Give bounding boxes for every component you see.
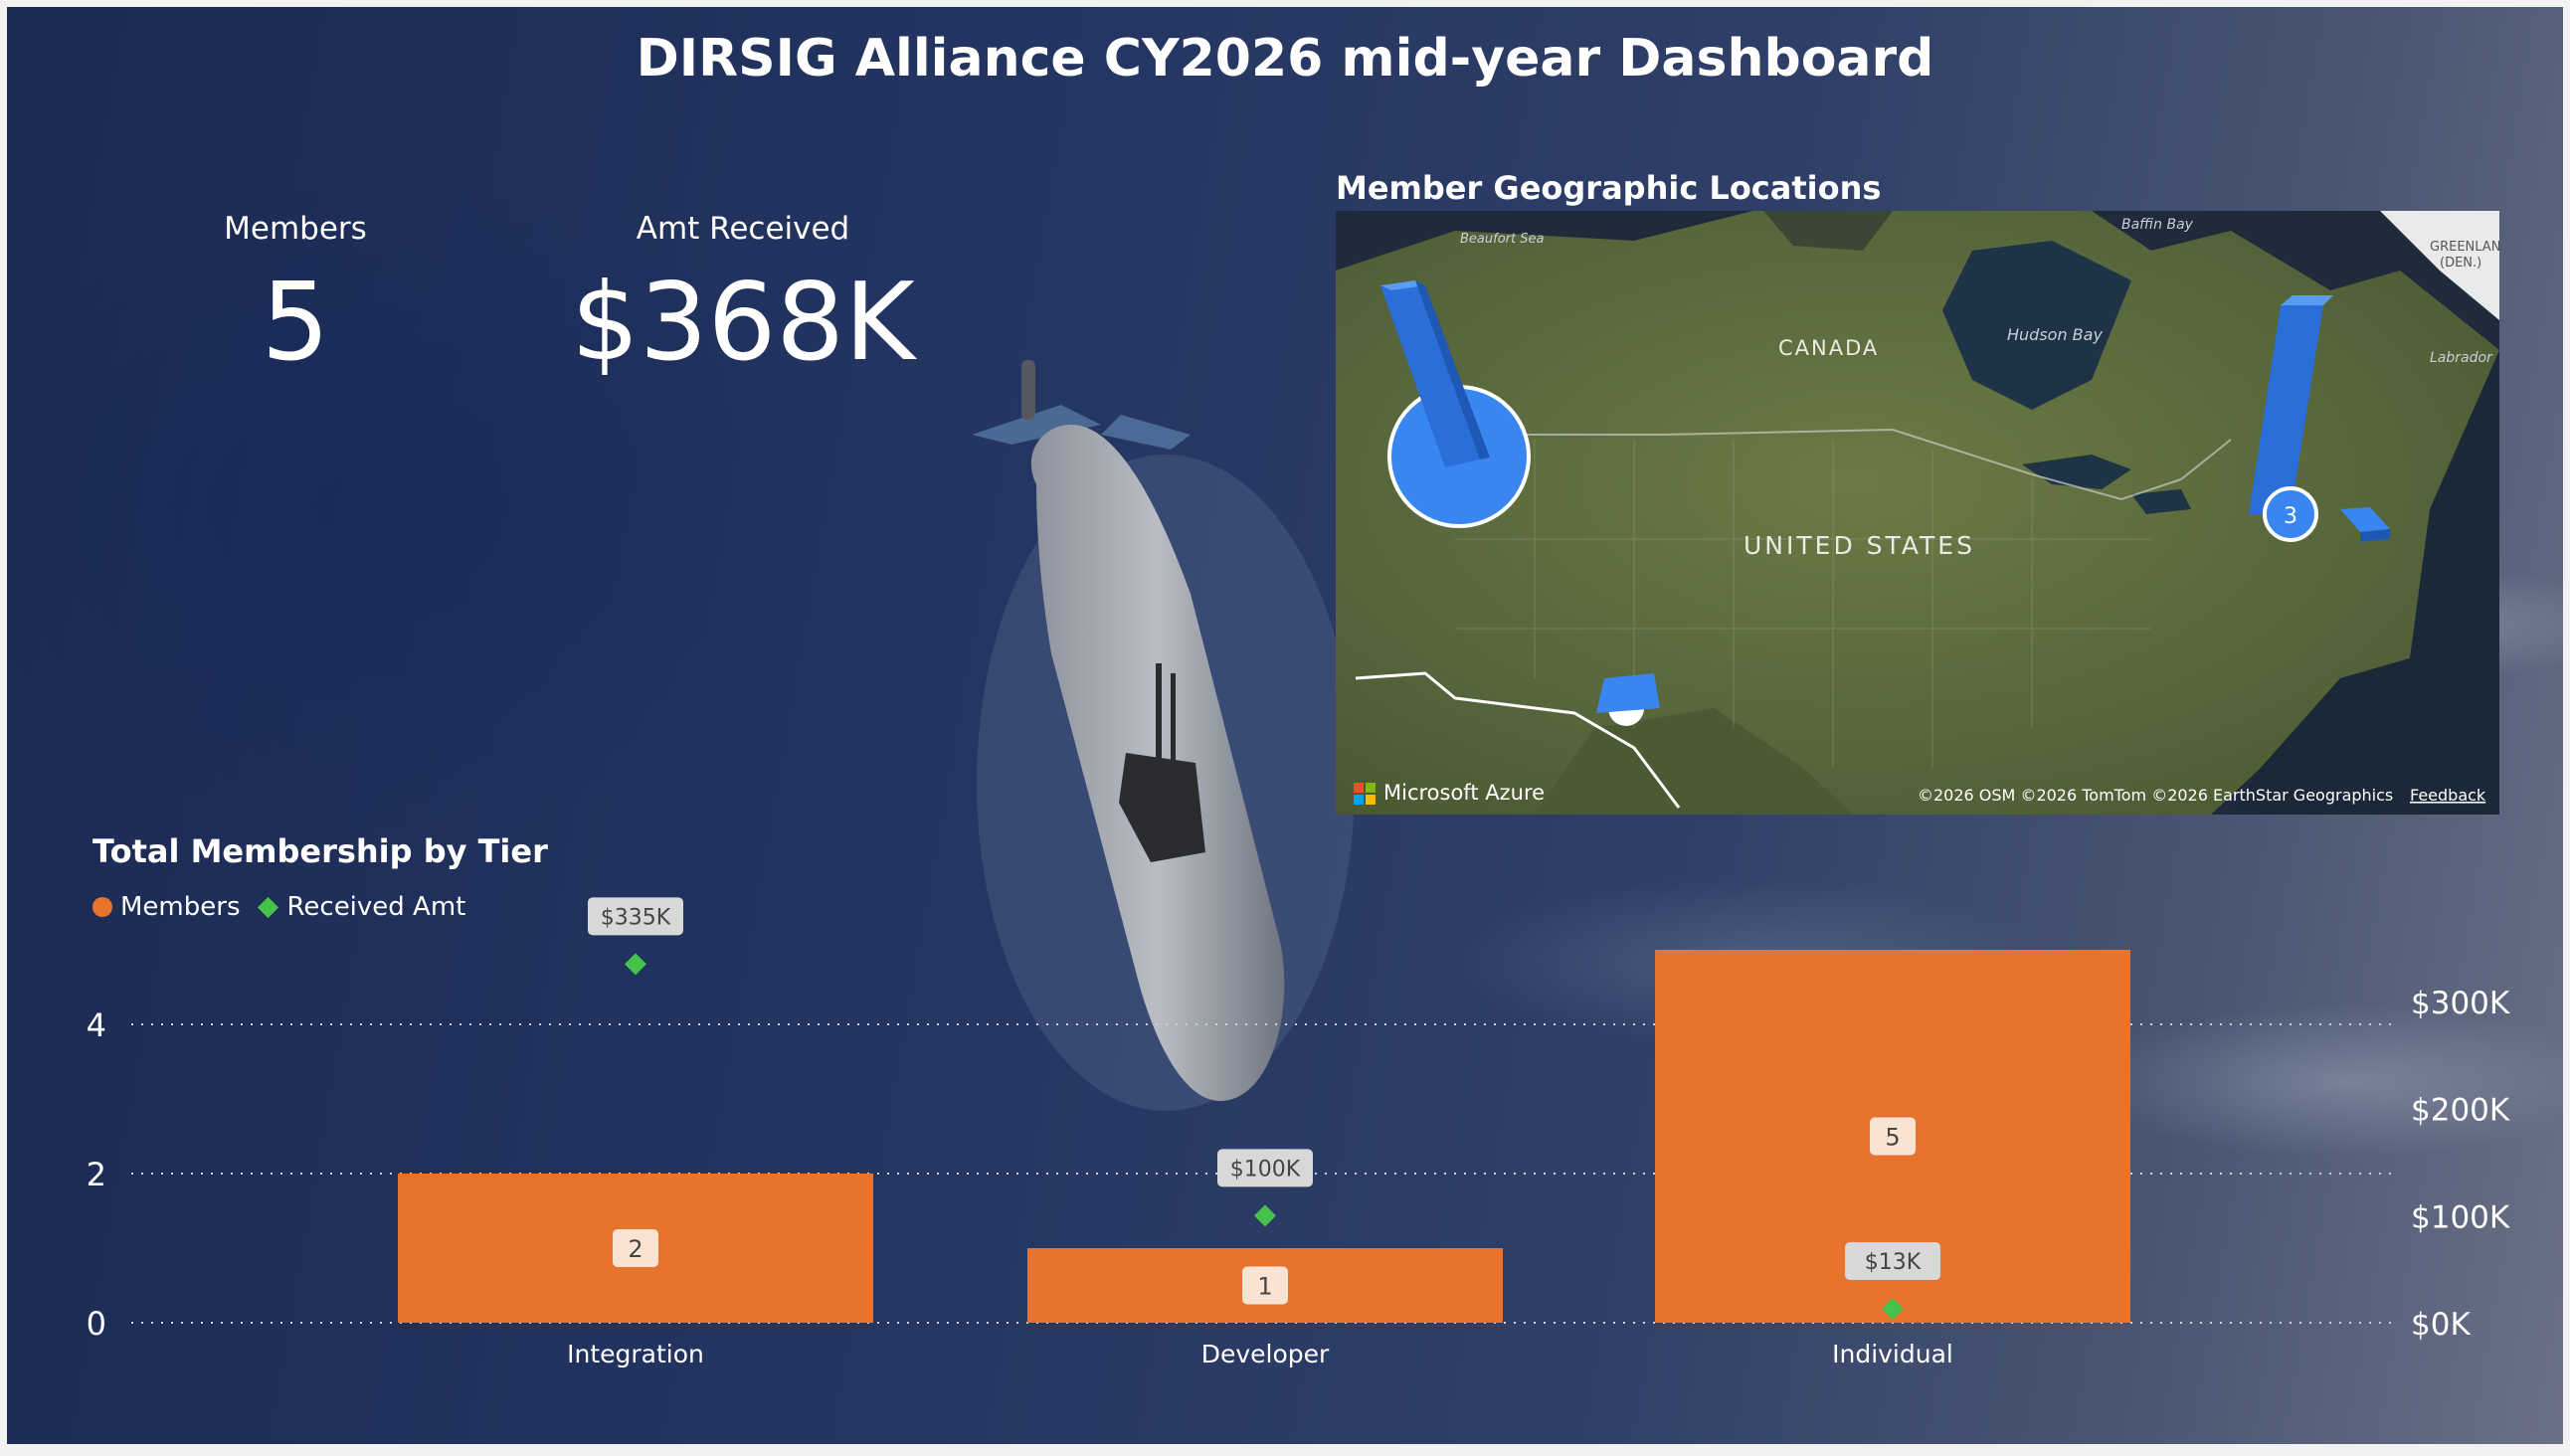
category-tick: Developer <box>1201 1340 1330 1368</box>
members-data-label: 1 <box>1257 1273 1272 1301</box>
received-amt-point[interactable] <box>1882 1298 1904 1321</box>
map-feedback-link[interactable]: Feedback <box>2410 786 2486 805</box>
map-label-greenland-den: (DEN.) <box>2440 256 2481 271</box>
category-tick: Individual <box>1832 1340 1953 1368</box>
right-axis-tick: $0K <box>2411 1307 2471 1343</box>
members-kpi-label: Members <box>224 211 367 247</box>
map-canvas[interactable]: Beaufort Sea Baffin Bay GREENLAN (DEN.) … <box>1336 211 2499 815</box>
map-brand: Microsoft Azure <box>1383 781 1545 805</box>
map-label-canada: CANADA <box>1778 336 1879 360</box>
received-data-label: $100K <box>1230 1157 1301 1182</box>
members-data-label: 5 <box>1885 1124 1900 1152</box>
members-data-label: 2 <box>628 1235 642 1263</box>
dashboard-canvas: DIRSIG Alliance CY2026 mid-year Dashboar… <box>7 7 2563 1444</box>
map-label-us: UNITED STATES <box>1744 531 1975 560</box>
received-label-bg <box>588 897 683 936</box>
microsoft-logo-icon <box>1354 783 1376 805</box>
legend-received-label: Received Amt <box>286 892 466 922</box>
chart-axes: 0 2 4 $0K $100K $200K $300K Integration Develope… <box>87 986 2510 1368</box>
amt-received-kpi-value: $368K <box>571 261 915 385</box>
members-label-bg <box>613 1229 658 1267</box>
map-label-labrador: Labrador <box>2430 350 2493 366</box>
chart-labels: 2 $335K 1 $100K 5 $13K <box>588 897 1940 1305</box>
map-cluster-east[interactable] <box>2263 486 2318 542</box>
received-data-label: $13K <box>1865 1250 1922 1275</box>
left-axis-tick: 0 <box>87 1305 106 1343</box>
category-tick: Integration <box>567 1340 704 1368</box>
members-label-bg <box>1242 1266 1288 1305</box>
members-kpi-value: 5 <box>261 261 330 385</box>
map-column-west[interactable] <box>1380 280 1480 467</box>
legend-members-label: Members <box>120 892 241 922</box>
map-copyright: ©2026 OSM ©2026 TomTom ©2026 EarthStar G… <box>1918 786 2393 805</box>
received-amt-point[interactable] <box>1254 1204 1276 1227</box>
map-cluster-count: 3 <box>2284 504 2297 529</box>
right-axis-tick: $100K <box>2411 1199 2510 1235</box>
received-data-label: $335K <box>601 905 671 930</box>
map-label-hudson: Hudson Bay <box>2007 325 2103 344</box>
members-label-bg <box>1870 1117 1916 1156</box>
received-label-bg <box>1217 1149 1313 1187</box>
submarine-photo <box>972 360 1355 1111</box>
map-title: Member Geographic Locations <box>1336 169 1882 207</box>
amt-received-kpi-label: Amt Received <box>636 211 850 247</box>
map-marker-east-small[interactable] <box>2340 507 2390 532</box>
left-axis-tick: 2 <box>87 1156 106 1193</box>
left-axis-tick: 4 <box>87 1006 106 1044</box>
map-marker-south[interactable] <box>1596 673 1660 713</box>
received-amt-point[interactable] <box>625 953 646 976</box>
map-label-beaufort: Beaufort Sea <box>1460 232 1544 247</box>
member-locations-map[interactable]: Beaufort Sea Baffin Bay GREENLAN (DEN.) … <box>1336 211 2499 815</box>
right-axis-tick: $300K <box>2411 986 2510 1021</box>
page-title: DIRSIG Alliance CY2026 mid-year Dashboar… <box>636 29 1934 89</box>
chart-title: Total Membership by Tier <box>92 832 548 870</box>
map-column-east[interactable] <box>2249 305 2323 514</box>
map-label-greenland: GREENLAN <box>2430 240 2499 255</box>
chart-legend: Members Received Amt <box>92 892 465 922</box>
right-axis-tick: $200K <box>2411 1093 2510 1129</box>
map-label-baffin: Baffin Bay <box>2121 217 2194 233</box>
members-legend-dot <box>92 897 112 917</box>
received-label-bg <box>1845 1242 1940 1281</box>
membership-chart: 2 $335K 1 $100K 5 $13K 0 2 4 $0K $100K $200K $300K I… <box>87 897 2510 1368</box>
chart-points <box>625 953 1904 1321</box>
